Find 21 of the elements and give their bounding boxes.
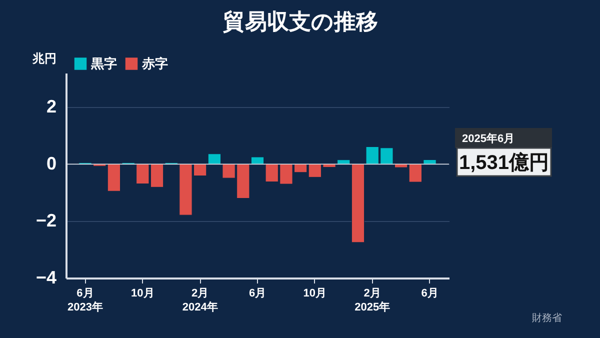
x-tick-label: 6月 xyxy=(248,288,266,300)
legend-label: 赤字 xyxy=(141,56,168,71)
y-tick-label: 0 xyxy=(46,154,56,174)
text: 財務省 xyxy=(532,312,562,324)
x-tick-label: 10月 xyxy=(303,288,327,300)
y-tick-label: −2 xyxy=(36,210,56,231)
bar xyxy=(250,156,264,164)
bar xyxy=(208,154,221,164)
x-tick-label: 6月 xyxy=(421,288,438,300)
bar xyxy=(351,164,365,243)
y-axis-title: 兆円 xyxy=(32,52,56,66)
chart-title: 貿易収支の推移 xyxy=(222,9,378,34)
x-tick-label: 2月 2024年 xyxy=(182,288,218,314)
legend-label: 黒字 xyxy=(90,56,117,71)
x-tick-label: 10月 xyxy=(131,288,154,300)
x-tick-label: 6月 2023年 xyxy=(67,288,103,314)
x-tick-label: 2月 2025年 xyxy=(354,288,390,314)
text: 2025年6月 xyxy=(462,132,515,145)
y-tick-label: 2 xyxy=(46,96,56,117)
y-tick-label: −4 xyxy=(36,268,56,288)
text: 1,531億円 xyxy=(458,151,550,174)
